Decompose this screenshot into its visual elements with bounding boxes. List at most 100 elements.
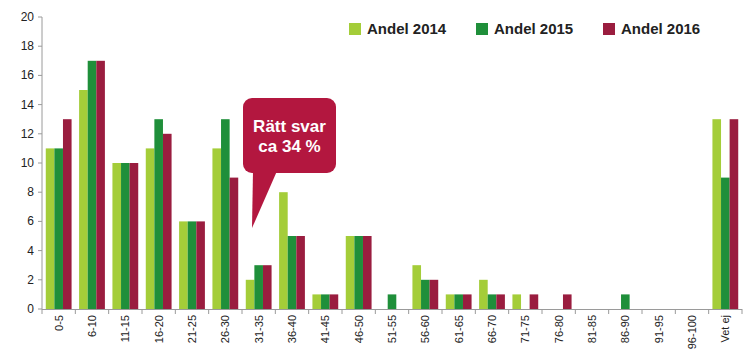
annotation-pointer — [252, 171, 277, 228]
bar — [679, 309, 688, 310]
x-axis-line — [42, 309, 742, 310]
bar — [421, 280, 430, 309]
bar — [612, 309, 621, 310]
x-tick-label: 86-90 — [619, 315, 631, 343]
x-tick-label: 71-75 — [519, 315, 531, 343]
y-tick-label: 14 — [21, 98, 35, 112]
bar — [579, 309, 588, 310]
y-tick — [38, 46, 42, 47]
bar — [321, 294, 330, 309]
bar — [330, 294, 339, 309]
bar — [296, 236, 305, 309]
x-tick — [275, 309, 276, 314]
x-tick-label: 96-100 — [686, 315, 698, 349]
legend-label: Andel 2014 — [367, 20, 447, 37]
x-tick — [575, 309, 576, 314]
x-tick-label: 11-15 — [119, 315, 131, 342]
legend-swatch — [349, 23, 361, 35]
bar — [488, 294, 497, 309]
bar — [246, 280, 255, 309]
y-tick-label: 18 — [21, 39, 35, 53]
bar — [254, 265, 263, 309]
bar — [196, 221, 205, 309]
legend-swatch — [476, 23, 488, 35]
annotation-box — [243, 98, 336, 173]
x-tick-label: 81-85 — [586, 315, 598, 343]
bar — [388, 294, 397, 309]
bar — [121, 163, 130, 309]
bar — [688, 309, 697, 310]
bar — [563, 294, 572, 309]
legend: Andel 2014Andel 2015Andel 2016 — [349, 20, 700, 37]
x-tick — [408, 309, 409, 314]
y-tick-label: 8 — [27, 185, 34, 199]
bar — [521, 309, 530, 310]
bar — [96, 61, 105, 309]
x-tick-label: 51-55 — [386, 315, 398, 343]
y-tick — [38, 309, 42, 310]
x-tick-label: 41-45 — [319, 315, 331, 343]
bar — [463, 294, 472, 309]
bar — [621, 294, 630, 309]
annotation-text: ca 34 % — [258, 137, 320, 156]
bar — [188, 221, 197, 309]
x-tick — [208, 309, 209, 314]
x-tick — [242, 309, 243, 314]
x-tick-label: 61-65 — [453, 315, 465, 343]
bar — [179, 221, 188, 309]
y-tick-label: 6 — [27, 214, 34, 228]
x-tick — [542, 309, 543, 314]
y-tick — [38, 75, 42, 76]
y-tick-label: 20 — [21, 10, 35, 24]
y-tick-label: 4 — [27, 244, 34, 258]
bar — [212, 148, 221, 309]
bar — [312, 294, 321, 309]
x-tick-label: 6-10 — [86, 315, 98, 337]
bar — [496, 294, 505, 309]
legend-swatch — [603, 23, 615, 35]
bar — [712, 119, 721, 309]
bar — [696, 309, 705, 310]
bar — [588, 309, 597, 310]
y-tick — [38, 250, 42, 251]
legend-label: Andel 2016 — [621, 20, 700, 37]
bar — [554, 309, 563, 310]
bar — [446, 294, 455, 309]
bar — [454, 294, 463, 309]
x-tick — [142, 309, 143, 314]
x-tick-label: Vet ej — [719, 315, 731, 343]
x-tick-label: 56-60 — [419, 315, 431, 343]
y-tick-label: 10 — [21, 156, 35, 170]
chart-svg: 024681012141618200-56-1011-1516-2021-252… — [0, 0, 746, 358]
bar — [221, 119, 230, 309]
y-tick-label: 16 — [21, 68, 35, 82]
x-tick — [108, 309, 109, 314]
bar — [112, 163, 121, 309]
x-tick — [608, 309, 609, 314]
x-tick — [475, 309, 476, 314]
y-tick — [38, 221, 42, 222]
x-tick — [42, 309, 43, 314]
x-tick-label: 21-25 — [186, 315, 198, 343]
bar — [512, 294, 521, 309]
bar — [279, 192, 288, 309]
x-tick — [375, 309, 376, 314]
bar — [63, 119, 72, 309]
x-tick-label: 16-20 — [153, 315, 165, 343]
bar — [354, 236, 363, 309]
x-tick-label: 91-95 — [653, 315, 665, 343]
x-tick-label: 0-5 — [53, 315, 65, 331]
bar — [46, 148, 55, 309]
bar — [379, 309, 388, 310]
x-tick — [742, 309, 743, 314]
y-tick-label: 0 — [27, 302, 34, 316]
x-tick-label: 26-30 — [219, 315, 231, 343]
x-tick — [175, 309, 176, 314]
x-tick-label: 66-70 — [486, 315, 498, 343]
x-tick — [308, 309, 309, 314]
x-tick-label: 31-35 — [253, 315, 265, 343]
y-tick — [38, 279, 42, 280]
x-tick — [508, 309, 509, 314]
annotation-text: Rätt svar — [253, 117, 326, 136]
y-tick-label: 12 — [21, 127, 35, 141]
